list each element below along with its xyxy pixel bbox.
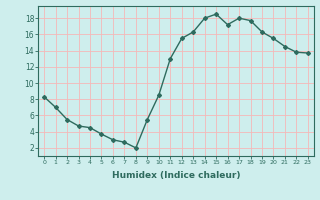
X-axis label: Humidex (Indice chaleur): Humidex (Indice chaleur)	[112, 171, 240, 180]
